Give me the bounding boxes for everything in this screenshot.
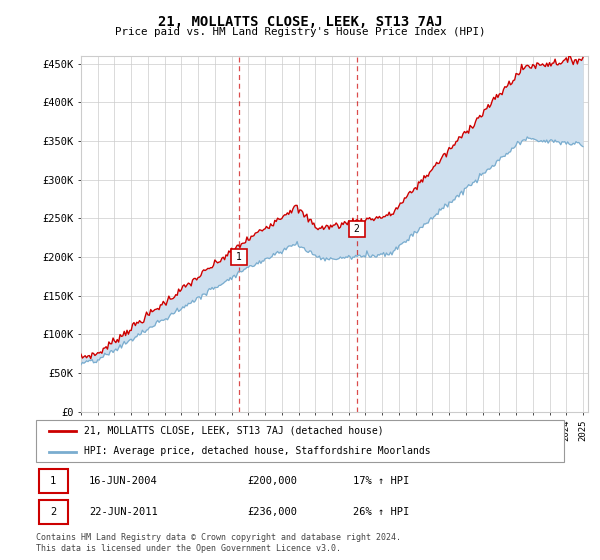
Text: 21, MOLLATTS CLOSE, LEEK, ST13 7AJ (detached house): 21, MOLLATTS CLOSE, LEEK, ST13 7AJ (deta… (83, 426, 383, 436)
Text: Price paid vs. HM Land Registry's House Price Index (HPI): Price paid vs. HM Land Registry's House … (115, 27, 485, 37)
Text: £200,000: £200,000 (247, 476, 297, 486)
Text: 26% ↑ HPI: 26% ↑ HPI (353, 507, 409, 517)
FancyBboxPatch shape (36, 420, 564, 462)
Text: 1: 1 (236, 252, 242, 262)
Text: 21, MOLLATTS CLOSE, LEEK, ST13 7AJ: 21, MOLLATTS CLOSE, LEEK, ST13 7AJ (158, 15, 442, 29)
Text: 1: 1 (50, 476, 56, 486)
FancyBboxPatch shape (38, 469, 68, 493)
Text: 2: 2 (353, 224, 359, 234)
Text: 2: 2 (50, 507, 56, 517)
Text: 22-JUN-2011: 22-JUN-2011 (89, 507, 158, 517)
Text: 16-JUN-2004: 16-JUN-2004 (89, 476, 158, 486)
Text: HPI: Average price, detached house, Staffordshire Moorlands: HPI: Average price, detached house, Staf… (83, 446, 430, 456)
FancyBboxPatch shape (38, 500, 68, 524)
Text: Contains HM Land Registry data © Crown copyright and database right 2024.
This d: Contains HM Land Registry data © Crown c… (36, 533, 401, 553)
Text: £236,000: £236,000 (247, 507, 297, 517)
Text: 17% ↑ HPI: 17% ↑ HPI (353, 476, 409, 486)
